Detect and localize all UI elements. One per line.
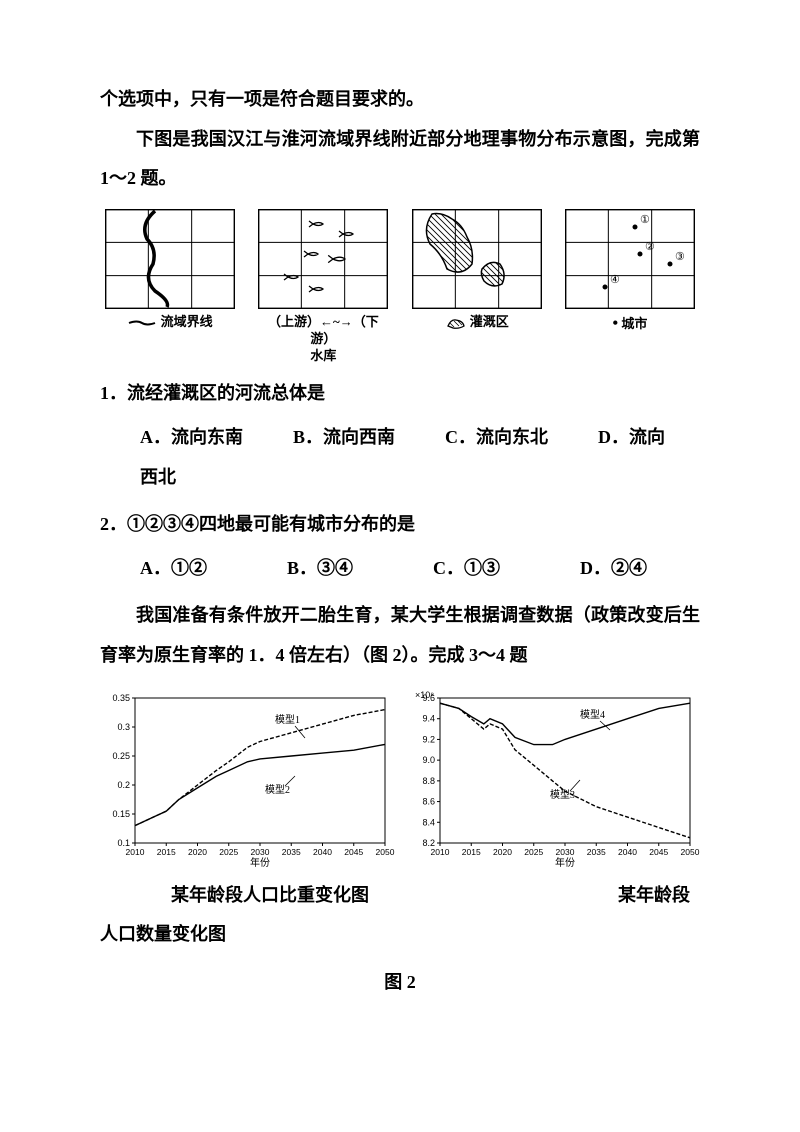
map-grid-row: ① ② ③ ④: [100, 209, 700, 309]
context-2: 我国准备有条件放开二胎生育，某大学生根据调查数据（政策改变后生育率为原生育率的 …: [100, 596, 700, 675]
svg-text:2015: 2015: [462, 847, 481, 857]
q2-opt-a: A．①②: [140, 549, 207, 589]
svg-text:9.4: 9.4: [422, 713, 435, 723]
chart-right: 8.28.48.68.89.09.29.49.62010201520202025…: [405, 688, 700, 868]
intro-continuation: 个选项中，只有一项是符合题目要求的。: [100, 80, 700, 120]
q1-opt-d-wrap: 西北: [100, 458, 700, 498]
grid-boundary: [105, 209, 235, 309]
svg-text:2045: 2045: [649, 847, 668, 857]
grid-reservoir: [258, 209, 388, 309]
svg-text:9.2: 9.2: [422, 734, 435, 744]
svg-text:9.0: 9.0: [422, 755, 435, 765]
q1-opt-a: A．流向东南: [140, 418, 243, 458]
svg-text:④: ④: [610, 274, 620, 286]
svg-text:8.8: 8.8: [422, 775, 435, 785]
svg-text:8.6: 8.6: [422, 796, 435, 806]
grid-labels-row: 流域界线 （上游）←~→（下游） 水库 灌溉区 • 城市: [100, 314, 700, 365]
svg-text:2025: 2025: [524, 847, 543, 857]
svg-text:2020: 2020: [188, 847, 207, 857]
q2-options: A．①② B．③④ C．①③ D．②④: [100, 549, 700, 589]
svg-text:2030: 2030: [556, 847, 575, 857]
svg-text:0.2: 0.2: [117, 780, 130, 790]
chart-captions: 某年龄段人口比重变化图 某年龄段: [100, 876, 700, 916]
svg-text:8.4: 8.4: [422, 817, 435, 827]
q1-options: A．流向东南 B．流向西南 C．流向东北 D．流向: [100, 418, 700, 458]
chart-row: 0.10.150.20.250.30.352010201520202025203…: [100, 688, 700, 868]
grid-label-1: 流域界线: [105, 314, 235, 365]
svg-text:模型4: 模型4: [580, 708, 605, 721]
svg-text:2025: 2025: [219, 847, 238, 857]
svg-text:2045: 2045: [344, 847, 363, 857]
svg-text:0.35: 0.35: [112, 693, 130, 703]
q1-stem: 1．流经灌溉区的河流总体是: [100, 374, 700, 414]
svg-text:0.25: 0.25: [112, 751, 130, 761]
chart-right-caption-partial: 某年龄段: [400, 876, 700, 916]
svg-text:×10⁸: ×10⁸: [415, 690, 434, 700]
svg-text:年份: 年份: [250, 856, 270, 868]
grid-irrigation: [412, 209, 542, 309]
context-1: 下图是我国汉江与淮河流域界线附近部分地理事物分布示意图，完成第 1～2 题。: [100, 120, 700, 199]
q1-opt-d: D．流向: [598, 418, 665, 458]
grid-cities: ① ② ③ ④: [565, 209, 695, 309]
chart-left: 0.10.150.20.250.30.352010201520202025203…: [100, 688, 395, 868]
svg-text:年份: 年份: [555, 856, 575, 868]
chart-left-caption: 某年龄段人口比重变化图: [100, 876, 400, 916]
svg-text:模型1: 模型1: [275, 713, 300, 726]
q2-opt-b: B．③④: [287, 549, 353, 589]
svg-text:2015: 2015: [157, 847, 176, 857]
q2-stem: 2．①②③④四地最可能有城市分布的是: [100, 505, 700, 545]
grid-label-3: 灌溉区: [412, 314, 542, 365]
svg-text:2010: 2010: [431, 847, 450, 857]
svg-text:2050: 2050: [681, 847, 700, 857]
svg-text:2035: 2035: [282, 847, 301, 857]
grid-label-4: • 城市: [565, 314, 695, 365]
svg-text:0.3: 0.3: [117, 722, 130, 732]
svg-text:2040: 2040: [618, 847, 637, 857]
svg-text:0.15: 0.15: [112, 809, 130, 819]
q2-opt-c: C．①③: [433, 549, 500, 589]
svg-text:③: ③: [675, 251, 685, 263]
grid-label-2: （上游）←~→（下游） 水库: [258, 314, 388, 365]
svg-text:①: ①: [640, 214, 650, 226]
svg-text:2050: 2050: [376, 847, 395, 857]
q1-opt-b: B．流向西南: [293, 418, 395, 458]
chart-right-caption-wrap: 人口数量变化图: [100, 915, 700, 955]
svg-text:2020: 2020: [493, 847, 512, 857]
svg-text:2040: 2040: [313, 847, 332, 857]
figure-2-label: 图 2: [100, 963, 700, 1003]
q2-opt-d: D．②④: [580, 549, 647, 589]
svg-text:2030: 2030: [251, 847, 270, 857]
svg-text:2035: 2035: [587, 847, 606, 857]
svg-text:2010: 2010: [126, 847, 145, 857]
q1-opt-c: C．流向东北: [445, 418, 548, 458]
svg-text:②: ②: [645, 241, 655, 253]
